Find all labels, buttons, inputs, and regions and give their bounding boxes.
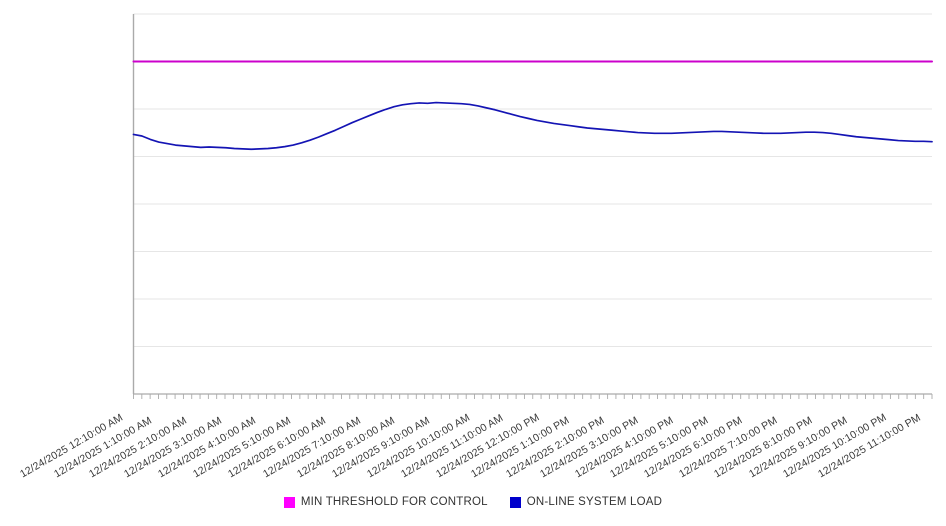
legend-label: MIN THRESHOLD FOR CONTROL (300, 496, 488, 508)
x-tick-marks-group (133, 394, 933, 399)
series-line (132, 101, 933, 151)
legend-color-swatch (283, 496, 295, 508)
gridlines-group (133, 13, 932, 347)
legend-entry[interactable]: MIN THRESHOLD FOR CONTROL (283, 496, 488, 508)
series-group (132, 60, 933, 151)
legend-label: ON-LINE SYSTEM LOAD (526, 496, 663, 508)
legend-color-swatch (509, 496, 521, 508)
chart-legend: MIN THRESHOLD FOR CONTROL ON-LINE SYSTEM … (0, 496, 946, 508)
legend-entry[interactable]: ON-LINE SYSTEM LOAD (509, 496, 663, 508)
